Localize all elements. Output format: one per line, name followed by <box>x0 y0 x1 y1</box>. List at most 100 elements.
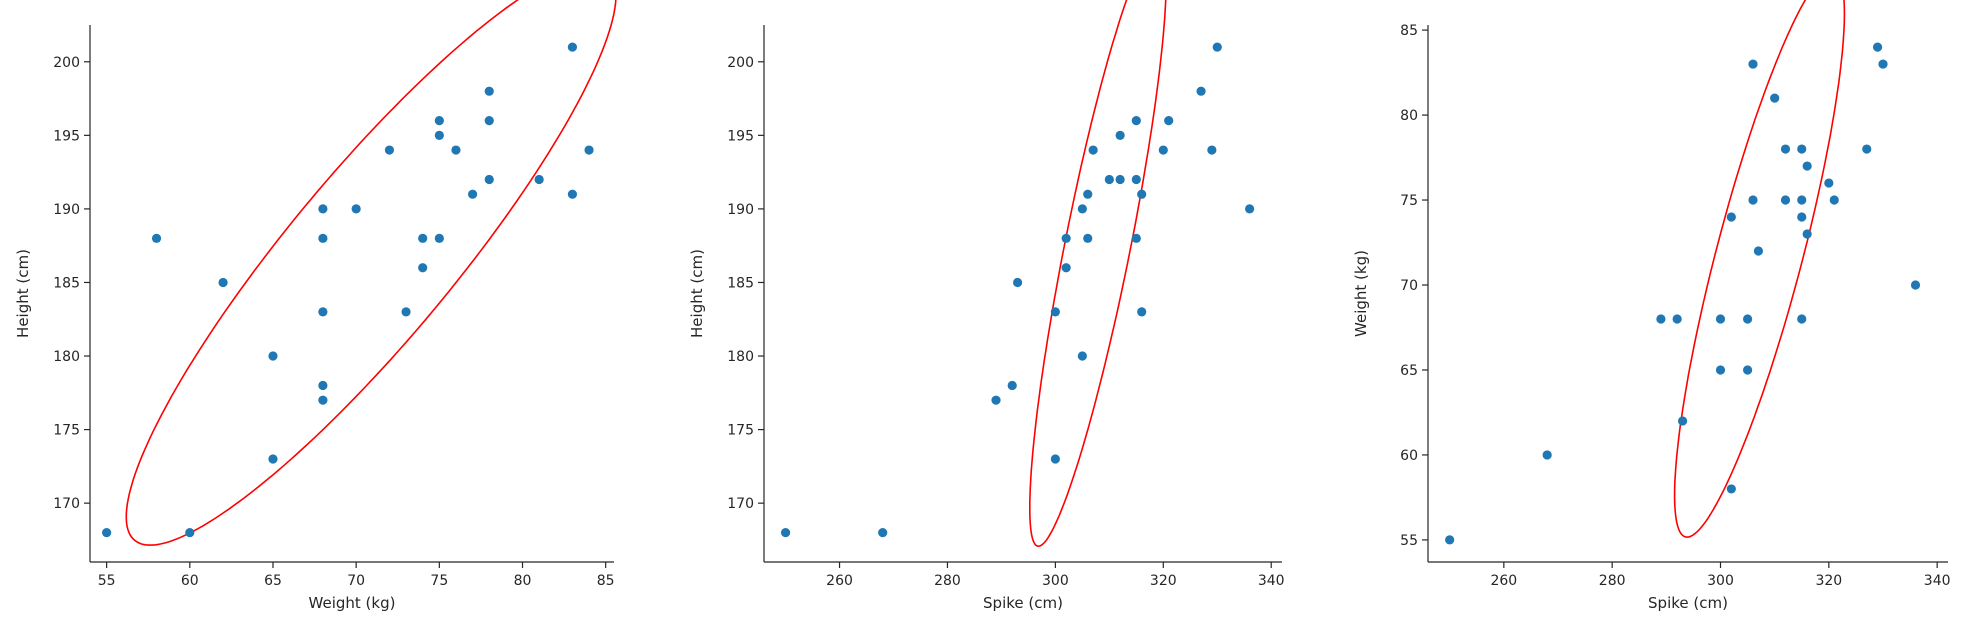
x-axis-label: Spike (cm) <box>1648 594 1728 612</box>
x-tick-label: 280 <box>1599 573 1626 589</box>
x-tick-label: 60 <box>181 573 199 589</box>
y-tick-label: 170 <box>53 496 80 512</box>
data-point <box>1137 307 1147 317</box>
data-point <box>318 380 328 391</box>
x-tick-label: 320 <box>1815 573 1842 589</box>
data-point <box>584 145 594 155</box>
y-tick-label: 65 <box>1400 363 1418 379</box>
data-point <box>1196 86 1206 96</box>
data-point <box>1013 277 1023 288</box>
data-point <box>185 527 195 538</box>
data-point <box>1007 380 1017 391</box>
data-point <box>1677 416 1688 426</box>
x-tick-label: 340 <box>1258 573 1285 589</box>
x-axis-label: Spike (cm) <box>983 594 1063 612</box>
data-point <box>434 130 444 140</box>
data-point <box>484 174 494 185</box>
data-point <box>1715 314 1726 324</box>
data-point <box>1780 195 1791 205</box>
data-point <box>318 233 328 243</box>
chart-panel-2: 260 280 300 320 340 170 175 180 185 190 195 200 Spik… <box>688 0 1285 612</box>
chart-panel-3: 260 280 300 320 340 55 60 65 70 75 80 85 Spike (cm) W… <box>1352 0 1951 612</box>
y-tick-label: 85 <box>1400 23 1418 39</box>
data-point <box>1797 144 1807 154</box>
data-point <box>1726 212 1736 222</box>
data-point <box>991 395 1001 405</box>
data-point <box>1672 314 1682 324</box>
data-point <box>1802 229 1812 239</box>
data-point <box>567 189 578 199</box>
data-point <box>1715 365 1726 375</box>
x-tick-label: 280 <box>934 573 961 589</box>
data-point <box>1726 484 1736 494</box>
data-point <box>1212 42 1222 52</box>
x-tick-label: 260 <box>1490 573 1517 589</box>
data-point <box>1748 59 1758 69</box>
data-point <box>1077 351 1087 361</box>
y-tick-label: 60 <box>1400 448 1418 464</box>
data-point <box>1131 174 1141 185</box>
x-tick-label: 75 <box>430 573 448 589</box>
data-point <box>1770 93 1780 103</box>
data-point <box>1862 144 1872 154</box>
y-tick-label: 200 <box>727 55 754 71</box>
data-point <box>1131 233 1141 243</box>
data-point <box>1542 450 1552 460</box>
y-axis-label: Height (cm) <box>688 249 706 338</box>
y-tick-label: 200 <box>53 55 80 71</box>
x-tick-label: 320 <box>1150 573 1177 589</box>
data-point <box>567 42 578 52</box>
data-point <box>1050 454 1060 464</box>
data-point <box>318 395 328 405</box>
data-point <box>1137 189 1147 199</box>
data-point <box>1872 42 1883 52</box>
data-point <box>1061 263 1071 273</box>
y-tick-label: 185 <box>53 275 80 291</box>
data-point <box>1445 535 1455 545</box>
x-tick-label: 55 <box>98 573 116 589</box>
y-axis-label: Height (cm) <box>14 249 32 338</box>
data-point <box>1797 195 1807 205</box>
data-point <box>418 233 428 243</box>
data-point <box>1077 204 1087 214</box>
data-point <box>1207 145 1217 155</box>
y-tick-label: 175 <box>53 423 80 439</box>
data-point <box>1083 233 1093 243</box>
data-point <box>1656 314 1666 324</box>
data-point <box>151 233 162 243</box>
data-point <box>1742 314 1753 324</box>
data-point <box>1797 212 1807 222</box>
data-point <box>1748 195 1758 205</box>
x-tick-label: 80 <box>514 573 532 589</box>
data-point <box>434 116 444 126</box>
y-tick-label: 175 <box>727 423 754 439</box>
data-point <box>1115 174 1125 185</box>
y-tick-label: 190 <box>53 202 80 218</box>
data-point <box>1131 116 1141 126</box>
x-tick-label: 300 <box>1707 573 1734 589</box>
y-tick-label: 180 <box>727 349 754 365</box>
y-tick-label: 75 <box>1400 193 1418 209</box>
data-point <box>1088 145 1098 155</box>
data-point <box>484 86 494 96</box>
data-point <box>1061 233 1071 243</box>
data-point <box>534 174 544 185</box>
data-point <box>351 204 361 214</box>
y-tick-label: 195 <box>727 128 754 144</box>
data-point <box>1829 195 1839 205</box>
data-point <box>102 527 112 538</box>
data-point <box>1115 130 1125 140</box>
data-point <box>878 527 888 538</box>
data-point <box>434 233 444 243</box>
data-point <box>1245 204 1255 214</box>
data-point <box>268 454 278 464</box>
chart-panel-1: 55 60 65 70 75 80 85 170 175 180 185 190 195 200 Weigh… <box>14 0 617 612</box>
data-point <box>1742 365 1753 375</box>
data-point <box>1164 116 1174 126</box>
data-point <box>384 145 395 155</box>
y-axis-label: Weight (kg) <box>1352 250 1370 337</box>
x-tick-label: 85 <box>597 573 615 589</box>
data-point <box>1802 161 1812 171</box>
